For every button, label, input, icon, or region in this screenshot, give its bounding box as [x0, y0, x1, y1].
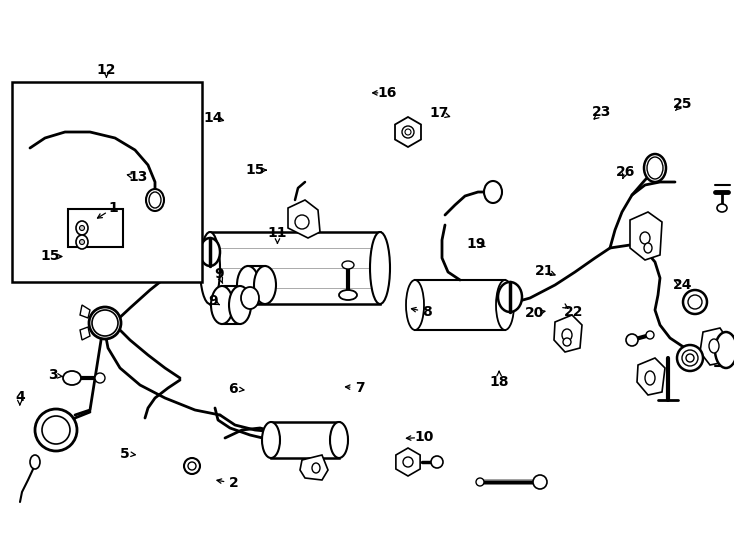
Ellipse shape	[431, 456, 443, 468]
Text: 15: 15	[40, 249, 59, 264]
Ellipse shape	[484, 181, 502, 203]
Ellipse shape	[339, 290, 357, 300]
Ellipse shape	[644, 243, 652, 253]
Polygon shape	[700, 328, 728, 365]
Text: 21: 21	[535, 264, 554, 278]
Text: 23: 23	[592, 105, 611, 119]
Ellipse shape	[717, 204, 727, 212]
FancyBboxPatch shape	[210, 232, 380, 304]
FancyBboxPatch shape	[271, 422, 339, 458]
Ellipse shape	[63, 371, 81, 385]
Text: 3: 3	[48, 368, 58, 382]
Ellipse shape	[533, 475, 547, 489]
Text: 5: 5	[120, 447, 130, 461]
Ellipse shape	[644, 154, 666, 182]
Text: 10: 10	[415, 430, 434, 444]
Ellipse shape	[95, 373, 105, 383]
Ellipse shape	[188, 462, 196, 470]
Ellipse shape	[370, 232, 390, 304]
Ellipse shape	[562, 329, 572, 341]
Ellipse shape	[76, 235, 88, 249]
Text: 17: 17	[429, 106, 448, 120]
Text: 9: 9	[214, 267, 224, 281]
Polygon shape	[80, 327, 90, 340]
Polygon shape	[630, 212, 662, 260]
Ellipse shape	[35, 409, 77, 451]
Ellipse shape	[79, 226, 84, 231]
Ellipse shape	[715, 332, 734, 368]
Ellipse shape	[640, 232, 650, 244]
Ellipse shape	[709, 339, 719, 353]
Text: 9: 9	[208, 294, 218, 308]
Ellipse shape	[237, 266, 259, 304]
Ellipse shape	[683, 290, 707, 314]
Text: 19: 19	[466, 237, 485, 251]
Polygon shape	[300, 455, 328, 480]
Polygon shape	[80, 305, 90, 318]
Ellipse shape	[262, 422, 280, 458]
Ellipse shape	[647, 157, 663, 179]
Text: 13: 13	[128, 170, 148, 184]
FancyBboxPatch shape	[68, 209, 123, 247]
FancyBboxPatch shape	[12, 82, 202, 282]
Text: 20: 20	[525, 306, 544, 320]
Ellipse shape	[476, 478, 484, 486]
Ellipse shape	[402, 126, 414, 138]
Text: 8: 8	[422, 305, 432, 319]
FancyBboxPatch shape	[415, 280, 505, 330]
FancyBboxPatch shape	[247, 266, 264, 304]
Ellipse shape	[682, 350, 698, 366]
Ellipse shape	[241, 287, 259, 309]
Text: 11: 11	[268, 226, 287, 240]
Ellipse shape	[330, 422, 348, 458]
Text: 14: 14	[203, 111, 222, 125]
Text: 24: 24	[673, 278, 692, 292]
Ellipse shape	[295, 215, 309, 229]
Ellipse shape	[496, 280, 514, 330]
Text: 4: 4	[15, 390, 25, 404]
Text: 6: 6	[228, 382, 239, 396]
Ellipse shape	[149, 192, 161, 208]
FancyBboxPatch shape	[222, 286, 240, 324]
Ellipse shape	[79, 240, 84, 245]
Ellipse shape	[405, 129, 411, 135]
Ellipse shape	[200, 232, 220, 304]
Text: 15: 15	[246, 163, 265, 177]
Ellipse shape	[688, 295, 702, 309]
Ellipse shape	[30, 455, 40, 469]
Ellipse shape	[498, 282, 522, 312]
Ellipse shape	[646, 331, 654, 339]
Ellipse shape	[229, 286, 251, 324]
Text: 12: 12	[97, 63, 116, 77]
Ellipse shape	[677, 345, 703, 371]
Text: 1: 1	[109, 201, 119, 215]
Polygon shape	[637, 358, 665, 395]
Ellipse shape	[254, 266, 276, 304]
Text: 16: 16	[378, 86, 397, 100]
Text: 25: 25	[673, 97, 692, 111]
Ellipse shape	[146, 189, 164, 211]
Ellipse shape	[312, 463, 320, 473]
Ellipse shape	[92, 310, 118, 336]
Ellipse shape	[563, 338, 571, 346]
Ellipse shape	[645, 371, 655, 385]
Ellipse shape	[403, 457, 413, 467]
Ellipse shape	[89, 307, 121, 339]
Ellipse shape	[406, 280, 424, 330]
Text: 7: 7	[355, 381, 365, 395]
Polygon shape	[288, 200, 320, 238]
Ellipse shape	[76, 221, 88, 235]
Ellipse shape	[184, 458, 200, 474]
Ellipse shape	[342, 261, 354, 269]
Polygon shape	[554, 315, 582, 352]
Text: 22: 22	[564, 305, 584, 319]
Ellipse shape	[211, 286, 233, 324]
Text: 26: 26	[616, 165, 635, 179]
Text: 18: 18	[490, 375, 509, 389]
Ellipse shape	[42, 416, 70, 444]
Ellipse shape	[626, 334, 638, 346]
Ellipse shape	[200, 238, 220, 266]
Ellipse shape	[686, 354, 694, 362]
Text: 2: 2	[228, 476, 239, 490]
